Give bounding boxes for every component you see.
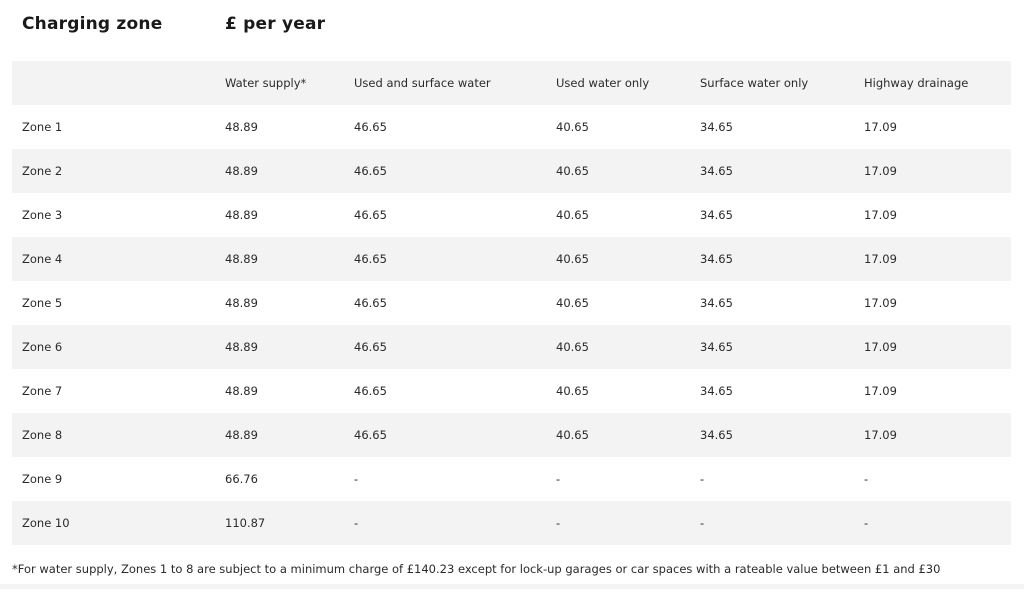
surface-water-only-cell: 34.65	[700, 384, 733, 398]
highway-drainage-cell: 17.09	[864, 208, 897, 222]
surface-water-only-cell: 34.65	[700, 296, 733, 310]
surface-water-only-cell: 34.65	[700, 208, 733, 222]
header-cell-highway-drainage: Highway drainage	[864, 76, 969, 90]
zone-cell: Zone 2	[22, 164, 63, 178]
water-supply-cell: 110.87	[225, 516, 266, 530]
table-row: Zone 10 110.87 - - - -	[12, 501, 1011, 545]
surface-water-only-cell: 34.65	[700, 428, 733, 442]
table-row: Zone 4 48.89 46.65 40.65 34.65 17.09	[12, 237, 1011, 281]
table-header-row: Water supply* Used and surface water Use…	[12, 61, 1011, 105]
highway-drainage-cell: 17.09	[864, 164, 897, 178]
used-water-only-cell: 40.65	[556, 208, 589, 222]
used-and-surface-water-cell: 46.65	[354, 252, 387, 266]
charging-zone-heading: Charging zone	[22, 14, 163, 34]
table-row: Zone 3 48.89 46.65 40.65 34.65 17.09	[12, 193, 1011, 237]
zone-cell: Zone 6	[22, 340, 63, 354]
zone-cell: Zone 1	[22, 120, 63, 134]
used-and-surface-water-cell: 46.65	[354, 384, 387, 398]
used-water-only-cell: 40.65	[556, 428, 589, 442]
used-water-only-cell: 40.65	[556, 120, 589, 134]
table-row: Zone 1 48.89 46.65 40.65 34.65 17.09	[12, 105, 1011, 149]
highway-drainage-cell: 17.09	[864, 296, 897, 310]
header-cell-used-and-surface-water: Used and surface water	[354, 76, 491, 90]
water-supply-cell: 66.76	[225, 472, 258, 486]
zone-cell: Zone 7	[22, 384, 63, 398]
table-row: Zone 5 48.89 46.65 40.65 34.65 17.09	[12, 281, 1011, 325]
surface-water-only-cell: -	[700, 472, 705, 486]
used-water-only-cell: 40.65	[556, 384, 589, 398]
used-water-only-cell: 40.65	[556, 340, 589, 354]
used-and-surface-water-cell: 46.65	[354, 208, 387, 222]
used-water-only-cell: 40.65	[556, 164, 589, 178]
surface-water-only-cell: 34.65	[700, 252, 733, 266]
used-water-only-cell: -	[556, 516, 561, 530]
used-and-surface-water-cell: -	[354, 516, 359, 530]
used-water-only-cell: 40.65	[556, 252, 589, 266]
water-supply-cell: 48.89	[225, 120, 258, 134]
used-water-only-cell: 40.65	[556, 296, 589, 310]
charges-table: Water supply* Used and surface water Use…	[12, 61, 1011, 545]
used-and-surface-water-cell: 46.65	[354, 340, 387, 354]
used-and-surface-water-cell: 46.65	[354, 428, 387, 442]
footnote: *For water supply, Zones 1 to 8 are subj…	[12, 562, 941, 576]
water-supply-cell: 48.89	[225, 252, 258, 266]
used-and-surface-water-cell: 46.65	[354, 164, 387, 178]
highway-drainage-cell: 17.09	[864, 340, 897, 354]
header-cell-water-supply: Water supply*	[225, 76, 307, 90]
highway-drainage-cell: -	[864, 516, 869, 530]
zone-cell: Zone 9	[22, 472, 63, 486]
header-cell-surface-water-only: Surface water only	[700, 76, 809, 90]
header-cell-used-water-only: Used water only	[556, 76, 650, 90]
table-row: Zone 7 48.89 46.65 40.65 34.65 17.09	[12, 369, 1011, 413]
surface-water-only-cell: 34.65	[700, 164, 733, 178]
table-row: Zone 8 48.89 46.65 40.65 34.65 17.09	[12, 413, 1011, 457]
used-and-surface-water-cell: -	[354, 472, 359, 486]
highway-drainage-cell: 17.09	[864, 252, 897, 266]
surface-water-only-cell: 34.65	[700, 120, 733, 134]
water-supply-cell: 48.89	[225, 208, 258, 222]
used-and-surface-water-cell: 46.65	[354, 120, 387, 134]
highway-drainage-cell: 17.09	[864, 428, 897, 442]
water-supply-cell: 48.89	[225, 340, 258, 354]
water-supply-cell: 48.89	[225, 164, 258, 178]
water-supply-cell: 48.89	[225, 296, 258, 310]
zone-cell: Zone 5	[22, 296, 63, 310]
table-row: Zone 6 48.89 46.65 40.65 34.65 17.09	[12, 325, 1011, 369]
highway-drainage-cell: -	[864, 472, 869, 486]
bottom-divider	[0, 584, 1024, 589]
highway-drainage-cell: 17.09	[864, 384, 897, 398]
water-supply-cell: 48.89	[225, 384, 258, 398]
used-water-only-cell: -	[556, 472, 561, 486]
used-and-surface-water-cell: 46.65	[354, 296, 387, 310]
surface-water-only-cell: 34.65	[700, 340, 733, 354]
highway-drainage-cell: 17.09	[864, 120, 897, 134]
table-row: Zone 2 48.89 46.65 40.65 34.65 17.09	[12, 149, 1011, 193]
zone-cell: Zone 4	[22, 252, 63, 266]
zone-cell: Zone 8	[22, 428, 63, 442]
zone-cell: Zone 10	[22, 516, 70, 530]
price-per-year-heading: £ per year	[225, 14, 326, 34]
surface-water-only-cell: -	[700, 516, 705, 530]
table-row: Zone 9 66.76 - - - -	[12, 457, 1011, 501]
water-supply-cell: 48.89	[225, 428, 258, 442]
zone-cell: Zone 3	[22, 208, 63, 222]
